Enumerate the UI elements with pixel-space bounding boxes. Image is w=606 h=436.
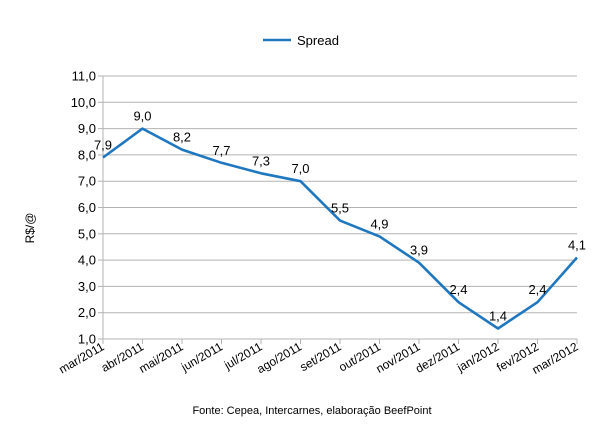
data-label: 2,4 — [528, 282, 546, 297]
data-label: 7,7 — [212, 143, 230, 158]
data-label: 3,9 — [410, 243, 428, 258]
data-label: 7,0 — [291, 161, 309, 176]
series-line — [102, 127, 578, 330]
y-tick-label: 11,0 — [72, 69, 96, 84]
source-note: Fonte: Cepea, Intercarnes, elaboração Be… — [192, 405, 431, 417]
y-tick-label: 2,0 — [78, 305, 96, 320]
y-tick-label: 7,0 — [78, 174, 96, 189]
y-tick-label: 3,0 — [78, 279, 96, 294]
y-tick-label: 8,0 — [78, 147, 96, 162]
y-tick-label: 10,0 — [71, 95, 96, 110]
x-tick-label: mar/2012 — [530, 339, 581, 377]
x-tick-label: jan/2012 — [454, 339, 502, 375]
y-axis-title: R$/@ — [23, 213, 37, 244]
data-label: 5,5 — [331, 201, 349, 216]
data-labels: 7,9 9,0 8,2 7,7 7,3 7,0 5,5 4,9 3,9 2,4 1,4 2,4 4,1 — [94, 109, 586, 324]
x-tick-label: ago/2011 — [254, 339, 304, 376]
x-tick-label: jun/2011 — [178, 339, 225, 374]
x-tick-label: nov/2011 — [373, 339, 422, 376]
data-label: 2,4 — [449, 282, 467, 297]
legend: Spread — [263, 33, 339, 48]
x-tick-label: set/2011 — [297, 339, 343, 374]
legend-label: Spread — [297, 33, 339, 48]
x-tick-label: dez/2011 — [413, 339, 462, 376]
axes — [98, 75, 578, 344]
data-label: 1,4 — [489, 308, 507, 323]
y-tick-label: 6,0 — [78, 200, 96, 215]
data-label: 9,0 — [133, 109, 151, 124]
y-tick-label: 1,0 — [78, 332, 96, 347]
series-lines — [102, 127, 578, 330]
y-tick-label: 5,0 — [78, 226, 96, 241]
data-label: 4,1 — [568, 237, 586, 252]
data-label: 7,3 — [252, 153, 270, 168]
y-tick-labels: 1,0 2,0 3,0 4,0 5,0 6,0 7,0 8,0 9,0 10,0 11,0 — [71, 69, 96, 347]
data-label: 7,9 — [94, 138, 112, 153]
data-label: 8,2 — [173, 130, 191, 145]
data-label: 4,9 — [370, 216, 388, 231]
y-tick-label: 9,0 — [78, 121, 96, 136]
y-tick-label: 4,0 — [78, 253, 96, 268]
x-tick-label: mai/2011 — [137, 339, 186, 376]
gridlines — [103, 75, 577, 340]
x-tick-labels: mar/2011abr/2011mai/2011jun/2011jul/2011… — [56, 339, 580, 377]
